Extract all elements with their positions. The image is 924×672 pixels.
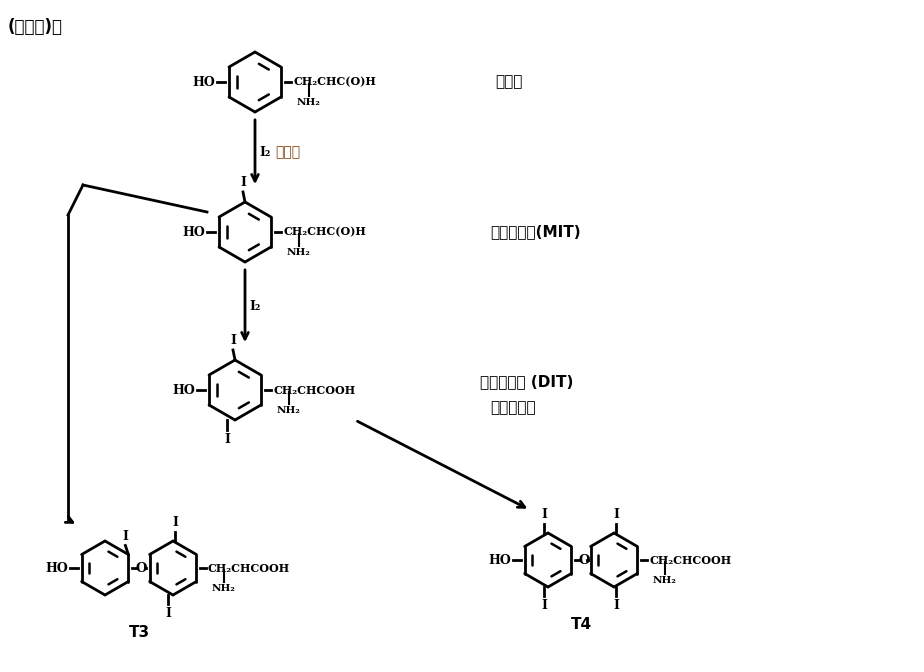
Text: CH₂CHC(O)H: CH₂CHC(O)H bbox=[293, 77, 376, 87]
Text: 酪氨酸: 酪氨酸 bbox=[495, 75, 522, 89]
Text: HO: HO bbox=[182, 226, 205, 239]
Text: HO: HO bbox=[172, 384, 195, 396]
Text: 二碘酪氨酸 (DIT): 二碘酪氨酸 (DIT) bbox=[480, 374, 574, 390]
Text: I₂: I₂ bbox=[249, 300, 261, 312]
Text: (见下图)。: (见下图)。 bbox=[8, 18, 63, 36]
Text: NH₂: NH₂ bbox=[277, 406, 301, 415]
Text: I: I bbox=[240, 176, 246, 189]
Text: NH₂: NH₂ bbox=[297, 98, 321, 107]
Text: I₂: I₂ bbox=[259, 146, 271, 159]
Text: I: I bbox=[172, 516, 178, 529]
Text: O: O bbox=[135, 562, 147, 575]
Text: NH₂: NH₂ bbox=[287, 248, 311, 257]
Text: I: I bbox=[613, 508, 619, 521]
Text: 二分子聚合: 二分子聚合 bbox=[490, 401, 536, 415]
Text: I: I bbox=[165, 607, 171, 620]
Text: HO: HO bbox=[488, 554, 511, 566]
Text: CH₂CHCOOH: CH₂CHCOOH bbox=[649, 554, 731, 566]
Text: T3: T3 bbox=[128, 625, 150, 640]
Text: I: I bbox=[541, 508, 547, 521]
Text: CH₂CHCOOH: CH₂CHCOOH bbox=[208, 562, 290, 573]
Text: I: I bbox=[224, 433, 230, 446]
Text: I: I bbox=[123, 530, 128, 542]
Text: O: O bbox=[578, 554, 590, 566]
Text: HO: HO bbox=[45, 562, 68, 575]
Text: CH₂CHCOOH: CH₂CHCOOH bbox=[273, 384, 355, 396]
Text: 碘单质: 碘单质 bbox=[275, 145, 300, 159]
Text: I: I bbox=[541, 599, 547, 612]
Text: I: I bbox=[230, 334, 236, 347]
Text: HO: HO bbox=[192, 75, 215, 89]
Text: T4: T4 bbox=[570, 617, 591, 632]
Text: 一碘酪氨酸(MIT): 一碘酪氨酸(MIT) bbox=[490, 224, 580, 239]
Text: NH₂: NH₂ bbox=[213, 584, 236, 593]
Text: CH₂CHC(O)H: CH₂CHC(O)H bbox=[283, 226, 366, 237]
Text: I: I bbox=[613, 599, 619, 612]
Text: NH₂: NH₂ bbox=[653, 576, 677, 585]
